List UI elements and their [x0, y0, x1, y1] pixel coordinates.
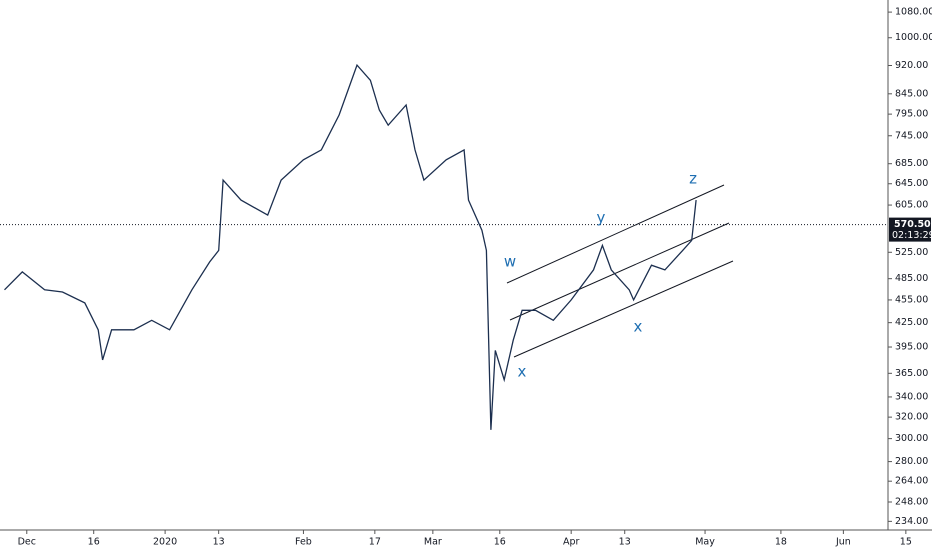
y-tick-label: 280.00 — [895, 456, 928, 467]
channel-upper — [506, 184, 725, 284]
y-tick-label: 525.00 — [895, 247, 928, 258]
y-tick-label: 320.00 — [895, 412, 928, 423]
y-tick-label: 795.00 — [895, 109, 928, 120]
y-tick-label: 645.00 — [895, 178, 928, 189]
countdown-label: 02:13:29 — [892, 230, 932, 241]
y-tick-label: 845.00 — [895, 88, 928, 99]
y-tick-label: 605.00 — [895, 200, 928, 211]
wave-label: w — [504, 253, 516, 271]
channel-lines — [506, 184, 734, 358]
x-tick-label: 16 — [494, 537, 506, 548]
y-tick-label: 685.00 — [895, 158, 928, 169]
price-line — [4, 63, 697, 430]
y-tick-label: 485.00 — [895, 273, 928, 284]
last-price-box — [889, 217, 931, 242]
x-tick-label: Jun — [835, 537, 851, 548]
wave-label: x — [634, 318, 643, 336]
last-price-label: 570.50 — [894, 219, 931, 230]
y-tick-label: 264.00 — [895, 476, 928, 487]
y-tick-label: 920.00 — [895, 60, 928, 71]
wave-label: y — [597, 209, 606, 227]
wave-label: z — [689, 170, 697, 188]
y-tick-label: 1000.00 — [895, 32, 932, 43]
y-tick-label: 395.00 — [895, 342, 928, 353]
y-tick-label: 455.00 — [895, 294, 928, 305]
y-tick-label: 1080.00 — [895, 7, 932, 18]
y-tick-label: 234.00 — [895, 516, 928, 527]
y-tick-label: 300.00 — [895, 433, 928, 444]
x-tick-label: May — [695, 537, 715, 548]
x-tick-label: 13 — [213, 537, 225, 548]
x-tick-label: Feb — [295, 537, 312, 548]
x-tick-label: Mar — [424, 537, 442, 548]
channel-middle — [509, 222, 730, 321]
x-tick-label: 15 — [900, 537, 912, 548]
x-tick-label: 13 — [619, 537, 631, 548]
wave-label: x — [518, 363, 527, 381]
x-tick-label: Apr — [563, 537, 580, 548]
x-tick-label: 18 — [775, 537, 787, 548]
y-tick-label: 248.00 — [895, 497, 928, 508]
y-tick-label: 340.00 — [895, 391, 928, 402]
x-tick-label: 17 — [369, 537, 381, 548]
x-tick-label: 16 — [88, 537, 100, 548]
x-tick-label: Dec — [18, 537, 36, 548]
x-tick-label: 2020 — [153, 537, 177, 548]
y-tick-label: 365.00 — [895, 368, 928, 379]
y-tick-label: 745.00 — [895, 130, 928, 141]
channel-lower — [513, 260, 734, 358]
y-tick-label: 425.00 — [895, 317, 928, 328]
